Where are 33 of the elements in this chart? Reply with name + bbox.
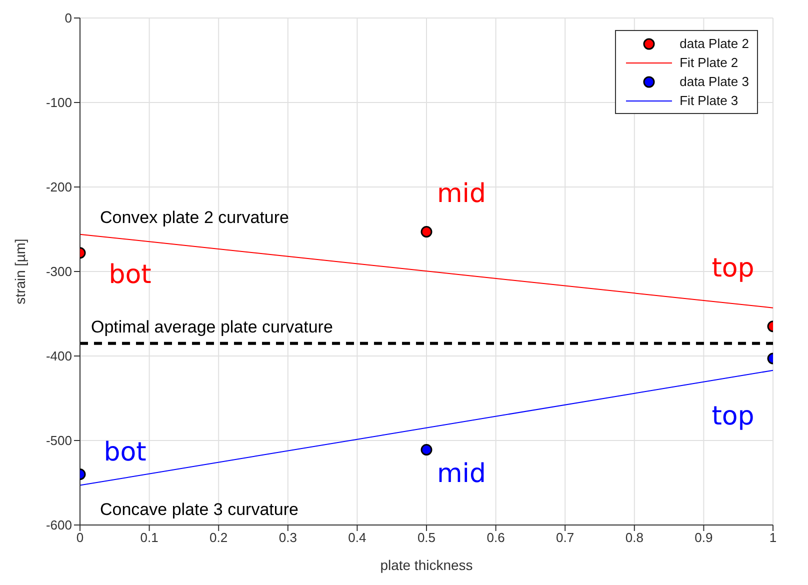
data-label: mid xyxy=(436,458,486,489)
annotation: Convex plate 2 curvature xyxy=(100,208,289,228)
y-tick-label: -200 xyxy=(46,180,72,195)
x-tick-label: 1 xyxy=(769,530,777,546)
y-tick-label: -500 xyxy=(46,433,72,448)
data-label: bot xyxy=(104,437,146,468)
x-tick-label: 0.2 xyxy=(210,530,228,546)
y-tick-label: -600 xyxy=(46,518,72,533)
x-tick-label: 0 xyxy=(76,530,84,546)
y-axis-title: strain [µm] xyxy=(12,238,28,304)
y-tick-label: -400 xyxy=(46,348,72,364)
data-label: bot xyxy=(108,260,152,290)
legend-label: Fit Plate 2 xyxy=(680,55,738,70)
x-tick-label: 0.1 xyxy=(140,530,158,546)
legend-label: data Plate 2 xyxy=(680,36,749,51)
x-tick-label: 0.4 xyxy=(348,530,366,546)
x-tick-label: 0.6 xyxy=(486,530,505,546)
x-tick-label: 0.8 xyxy=(625,530,644,546)
x-tick-label: 0.7 xyxy=(556,530,574,546)
x-tick-label: 0.9 xyxy=(694,530,713,546)
legend-label: Fit Plate 3 xyxy=(680,93,738,108)
data-label: top xyxy=(712,253,754,284)
ref-line-label: Optimal average plate curvature xyxy=(91,317,333,336)
y-tick-label: -100 xyxy=(46,95,72,110)
x-tick-label: 0.3 xyxy=(278,530,297,546)
annotation: Concave plate 3 curvature xyxy=(100,500,298,520)
legend-label: data Plate 3 xyxy=(680,74,749,89)
y-tick-label: 0 xyxy=(64,10,72,26)
y-tick-label: -300 xyxy=(46,264,72,280)
data-label: mid xyxy=(436,178,486,209)
x-tick-label: 0.5 xyxy=(417,530,436,546)
data-label: top xyxy=(712,402,754,432)
x-axis-title: plate thickness xyxy=(380,556,473,573)
